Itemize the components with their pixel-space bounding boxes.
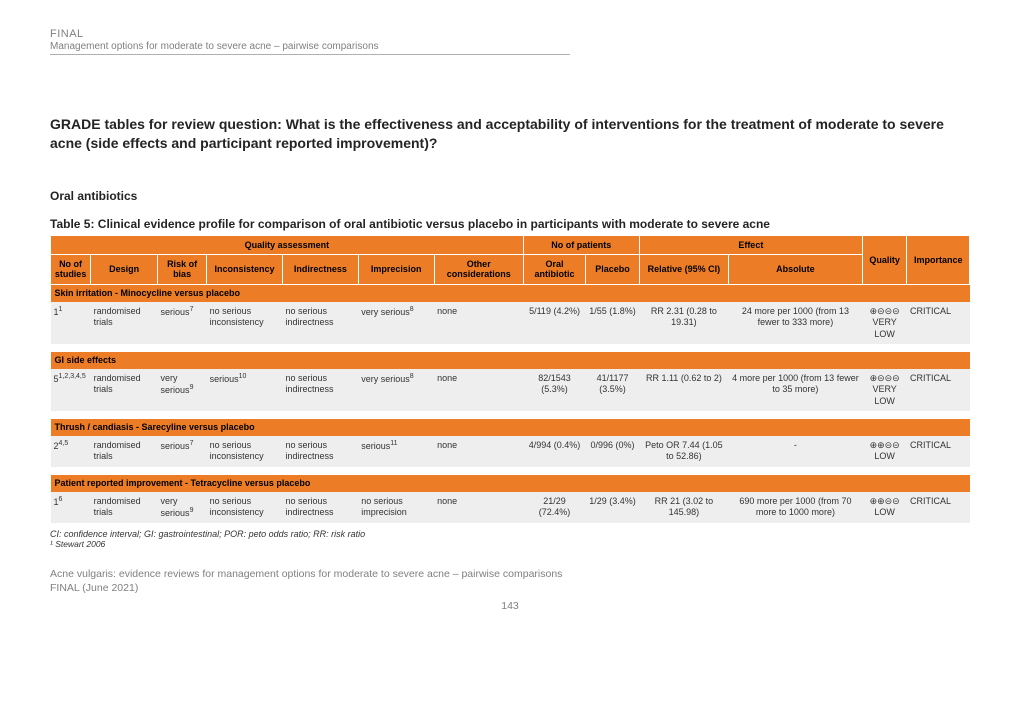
header-row-top: Quality assessment No of patients Effect… bbox=[51, 235, 970, 254]
cell: 24,5 bbox=[51, 436, 91, 467]
cell: serious7 bbox=[158, 436, 207, 467]
cell: 16 bbox=[51, 492, 91, 524]
cell: no serious indirectness bbox=[282, 369, 358, 411]
header-subtitle: Management options for moderate to sever… bbox=[50, 41, 570, 55]
cell: RR 1.11 (0.62 to 2) bbox=[639, 369, 728, 411]
cell: none bbox=[434, 436, 523, 467]
th-quality-assessment: Quality assessment bbox=[51, 235, 524, 254]
table-row: 16randomised trialsvery serious9no serio… bbox=[51, 492, 970, 524]
section-row: Thrush / candiasis - Sarecyline versus p… bbox=[51, 419, 970, 436]
table-row: 51,2,3,4,5randomised trialsvery serious9… bbox=[51, 369, 970, 411]
cell: no serious indirectness bbox=[282, 436, 358, 467]
cell: 11 bbox=[51, 302, 91, 344]
cell: none bbox=[434, 302, 523, 344]
footer-text: Acne vulgaris: evidence reviews for mana… bbox=[50, 567, 570, 595]
page-number: 143 bbox=[50, 600, 970, 612]
cell: 4 more per 1000 (from 13 fewer to 35 mor… bbox=[729, 369, 863, 411]
cell: 24 more per 1000 (from 13 fewer to 333 m… bbox=[729, 302, 863, 344]
grade-table: Quality assessment No of patients Effect… bbox=[50, 235, 970, 524]
cell: serious11 bbox=[358, 436, 434, 467]
th-placebo: Placebo bbox=[586, 255, 640, 285]
cell: 51,2,3,4,5 bbox=[51, 369, 91, 411]
cell: randomised trials bbox=[91, 436, 158, 467]
cell: ⊕⊕⊝⊝ LOW bbox=[862, 436, 907, 467]
cell: randomised trials bbox=[91, 492, 158, 524]
th-no-patients: No of patients bbox=[523, 235, 639, 254]
cell: very serious9 bbox=[158, 369, 207, 411]
th-other: Other considerations bbox=[434, 255, 523, 285]
header-final: FINAL bbox=[50, 28, 970, 40]
cell: no serious inconsistency bbox=[207, 302, 283, 344]
abbreviations: CI: confidence interval; GI: gastrointes… bbox=[50, 529, 970, 539]
th-relative: Relative (95% CI) bbox=[639, 255, 728, 285]
table-body: Skin irritation - Minocycline versus pla… bbox=[51, 284, 970, 523]
th-no-studies: No of studies bbox=[51, 255, 91, 285]
section-row: Skin irritation - Minocycline versus pla… bbox=[51, 284, 970, 302]
cell: 690 more per 1000 (from 70 more to 1000 … bbox=[729, 492, 863, 524]
cell: 82/1543 (5.3%) bbox=[523, 369, 585, 411]
cell: none bbox=[434, 369, 523, 411]
cell: Peto OR 7.44 (1.05 to 52.86) bbox=[639, 436, 728, 467]
cell: RR 2.31 (0.28 to 19.31) bbox=[639, 302, 728, 344]
cell: 21/29 (72.4%) bbox=[523, 492, 585, 524]
cell: ⊕⊝⊝⊝ VERY LOW bbox=[862, 369, 907, 411]
th-effect: Effect bbox=[639, 235, 862, 254]
cell: ⊕⊝⊝⊝ VERY LOW bbox=[862, 302, 907, 344]
cell: CRITICAL bbox=[907, 369, 970, 411]
th-indirectness: Indirectness bbox=[282, 255, 358, 285]
footnote-ref: ¹ Stewart 2006 bbox=[50, 539, 970, 549]
page-title: GRADE tables for review question: What i… bbox=[50, 115, 970, 153]
section-label: Patient reported improvement - Tetracycl… bbox=[51, 475, 970, 492]
cell: randomised trials bbox=[91, 369, 158, 411]
section-heading: Oral antibiotics bbox=[50, 189, 970, 203]
cell: randomised trials bbox=[91, 302, 158, 344]
cell: 5/119 (4.2%) bbox=[523, 302, 585, 344]
cell: no serious inconsistency bbox=[207, 436, 283, 467]
cell: RR 21 (3.02 to 145.98) bbox=[639, 492, 728, 524]
cell: very serious9 bbox=[158, 492, 207, 524]
cell: - bbox=[729, 436, 863, 467]
th-inconsistency: Inconsistency bbox=[207, 255, 283, 285]
table-row: 11randomised trialsserious7no serious in… bbox=[51, 302, 970, 344]
section-label: Skin irritation - Minocycline versus pla… bbox=[51, 284, 970, 302]
cell: none bbox=[434, 492, 523, 524]
cell: 1/55 (1.8%) bbox=[586, 302, 640, 344]
section-row: GI side effects bbox=[51, 352, 970, 369]
th-imprecision: Imprecision bbox=[358, 255, 434, 285]
cell: CRITICAL bbox=[907, 302, 970, 344]
cell: ⊕⊕⊝⊝ LOW bbox=[862, 492, 907, 524]
cell: no serious imprecision bbox=[358, 492, 434, 524]
th-risk-bias: Risk of bias bbox=[158, 255, 207, 285]
header-row-sub: No of studies Design Risk of bias Incons… bbox=[51, 255, 970, 285]
table-caption: Table 5: Clinical evidence profile for c… bbox=[50, 217, 970, 231]
cell: serious7 bbox=[158, 302, 207, 344]
section-label: GI side effects bbox=[51, 352, 970, 369]
cell: very serious8 bbox=[358, 369, 434, 411]
cell: very serious8 bbox=[358, 302, 434, 344]
th-quality: Quality bbox=[862, 235, 907, 284]
cell: 0/996 (0%) bbox=[586, 436, 640, 467]
cell: 41/1177 (3.5%) bbox=[586, 369, 640, 411]
th-importance: Importance bbox=[907, 235, 970, 284]
cell: 1/29 (3.4%) bbox=[586, 492, 640, 524]
cell: 4/994 (0.4%) bbox=[523, 436, 585, 467]
section-label: Thrush / candiasis - Sarecyline versus p… bbox=[51, 419, 970, 436]
th-absolute: Absolute bbox=[729, 255, 863, 285]
cell: CRITICAL bbox=[907, 492, 970, 524]
th-oral-ab: Oral antibiotic bbox=[523, 255, 585, 285]
table-row: 24,5randomised trialsserious7no serious … bbox=[51, 436, 970, 467]
section-row: Patient reported improvement - Tetracycl… bbox=[51, 475, 970, 492]
th-design: Design bbox=[91, 255, 158, 285]
cell: CRITICAL bbox=[907, 436, 970, 467]
cell: no serious indirectness bbox=[282, 492, 358, 524]
cell: serious10 bbox=[207, 369, 283, 411]
cell: no serious indirectness bbox=[282, 302, 358, 344]
cell: no serious inconsistency bbox=[207, 492, 283, 524]
